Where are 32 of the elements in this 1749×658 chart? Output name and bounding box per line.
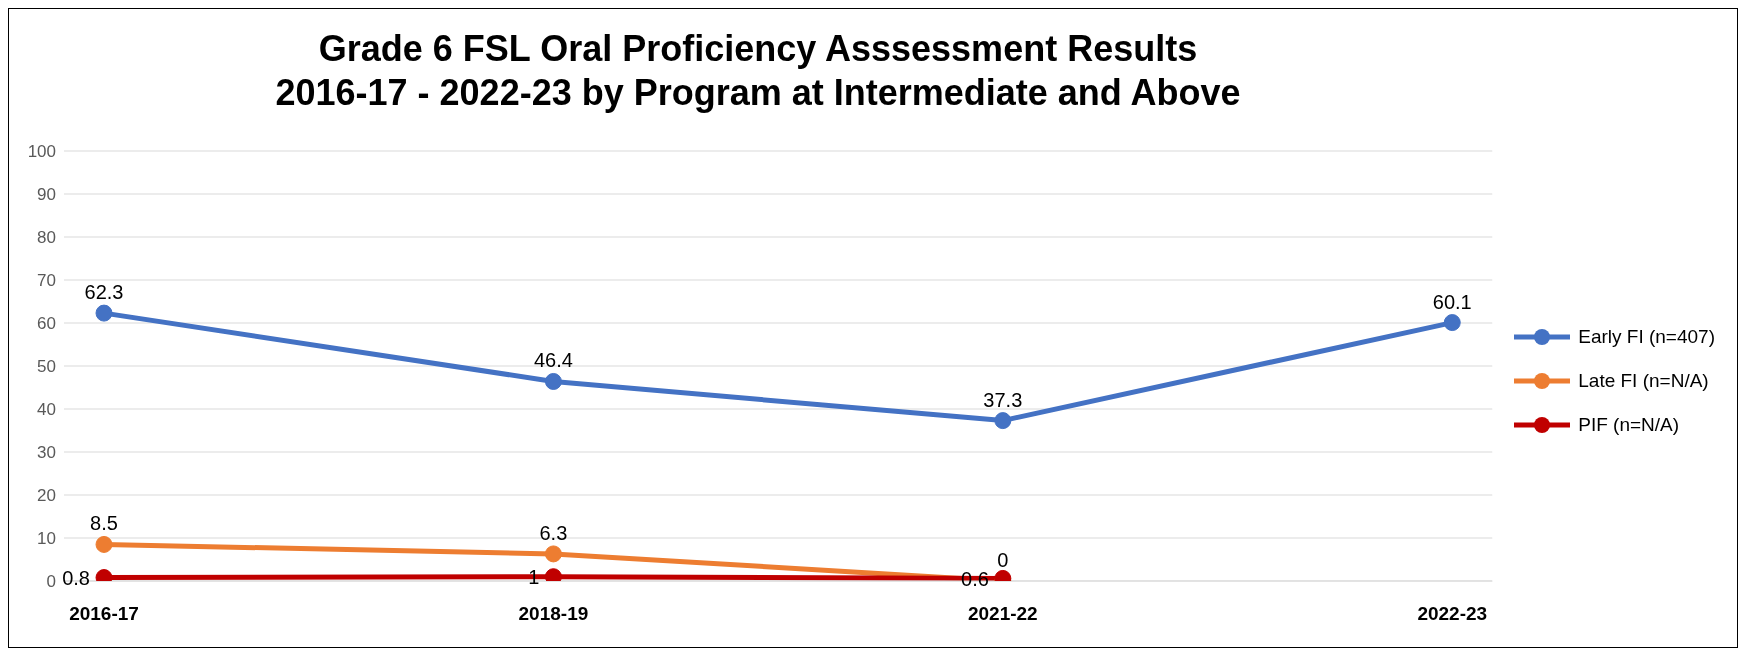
data-label: 37.3 [983, 388, 1023, 411]
y-tick-label: 30 [37, 443, 56, 463]
point [1443, 314, 1461, 332]
legend-label: PIF (n=N/A) [1578, 414, 1680, 436]
y-tick-label: 60 [37, 314, 56, 334]
x-tick-label: 2018-19 [518, 603, 589, 625]
data-label: 46.4 [533, 349, 573, 372]
x-tick-label: 2016-17 [69, 603, 139, 625]
y-tick-label: 20 [37, 486, 56, 506]
data-label: 0 [997, 549, 1009, 571]
data-label: 6.3 [539, 521, 568, 544]
y-tick-label: 10 [37, 529, 56, 549]
data-label: 60.1 [1432, 290, 1472, 313]
x-tick-label: 2022-23 [1417, 603, 1488, 625]
data-label: 0.8 [62, 566, 90, 589]
chart-title: Grade 6 FSL Oral Proficiency Asssessment Results 2016-17 - 2022-23 by Program at Intermediate and Above [274, 27, 1242, 115]
legend-label: Late FI (n=N/A) [1578, 370, 1709, 392]
x-tick-label: 2021-22 [967, 603, 1038, 625]
y-tick-label: 90 [37, 185, 56, 205]
y-tick-label: 0 [46, 572, 56, 592]
data-label: 62.3 [84, 281, 124, 304]
y-tick-label: 50 [37, 357, 56, 377]
y-tick-label: 40 [37, 400, 56, 420]
point [994, 412, 1012, 430]
point [95, 304, 113, 322]
legend-label: Early FI (n=407) [1578, 326, 1715, 348]
point [95, 535, 113, 553]
point [544, 372, 562, 390]
data-label: 8.5 [90, 512, 118, 535]
y-tick-label: 70 [37, 271, 56, 291]
y-tick-label: 80 [37, 228, 56, 248]
y-tick-label: 100 [27, 142, 56, 162]
